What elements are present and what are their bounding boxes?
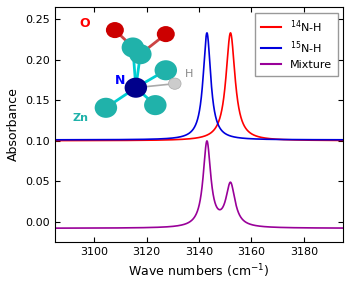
$^{14}$N-H <box>226 52 230 56</box>
$^{14}$N-H <box>105 139 110 142</box>
Mixture <box>53 226 57 230</box>
$^{15}$N-H <box>240 136 245 140</box>
$^{15}$N-H <box>341 138 345 141</box>
$^{15}$N-H <box>53 138 57 141</box>
Line: Mixture: Mixture <box>55 141 343 228</box>
$^{15}$N-H <box>290 138 294 141</box>
Mixture <box>268 225 272 229</box>
Mixture <box>205 139 209 143</box>
$^{14}$N-H <box>163 138 167 142</box>
$^{15}$N-H <box>163 137 167 140</box>
Legend: $^{14}$N-H, $^{15}$N-H, Mixture: $^{14}$N-H, $^{15}$N-H, Mixture <box>256 13 337 76</box>
Line: $^{15}$N-H: $^{15}$N-H <box>55 33 343 140</box>
$^{14}$N-H <box>240 120 245 123</box>
$^{14}$N-H <box>268 137 272 140</box>
Mixture <box>105 226 110 230</box>
Line: $^{14}$N-H: $^{14}$N-H <box>55 33 343 141</box>
Y-axis label: Absorbance: Absorbance <box>7 88 20 161</box>
X-axis label: Wave numbers (cm$^{-1}$): Wave numbers (cm$^{-1}$) <box>128 262 270 280</box>
Mixture <box>226 188 230 191</box>
$^{14}$N-H <box>290 138 294 141</box>
$^{15}$N-H <box>226 133 230 137</box>
Mixture <box>341 226 345 230</box>
Mixture <box>290 226 294 229</box>
$^{15}$N-H <box>268 137 272 141</box>
Mixture <box>240 218 245 221</box>
Mixture <box>163 225 167 229</box>
$^{15}$N-H <box>105 138 110 141</box>
$^{15}$N-H <box>205 31 209 35</box>
$^{14}$N-H <box>341 139 345 142</box>
$^{14}$N-H <box>53 139 57 142</box>
$^{14}$N-H <box>229 31 233 35</box>
